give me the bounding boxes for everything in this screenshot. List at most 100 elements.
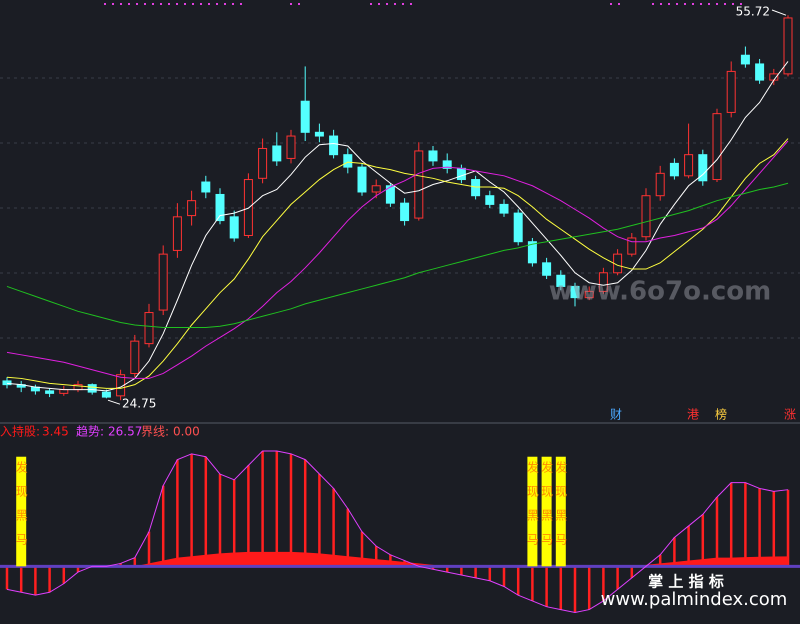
legend-name: 界线: <box>141 425 169 439</box>
candle-body <box>471 179 481 197</box>
dot <box>402 3 404 5</box>
candle-body <box>385 185 395 204</box>
dot <box>136 3 138 5</box>
ma-line <box>6 61 789 392</box>
dot <box>152 3 154 5</box>
signal-label: 发现黑马 <box>554 459 568 556</box>
dot <box>708 3 710 5</box>
watermark: www.6o7o.com <box>549 277 771 307</box>
dot <box>700 3 702 5</box>
dot <box>724 3 726 5</box>
candle-body <box>499 203 509 214</box>
candle-body <box>712 113 722 181</box>
candle-body <box>542 262 552 276</box>
candle-body <box>627 237 637 255</box>
tag: 港 <box>687 408 699 422</box>
candle-body <box>556 274 566 287</box>
candle-body <box>414 150 424 219</box>
dot <box>290 3 292 5</box>
dot <box>200 3 202 5</box>
candle-body <box>201 181 211 193</box>
candle-body <box>172 216 182 251</box>
candle-body <box>59 389 69 394</box>
candle-body <box>442 160 452 169</box>
candle-body <box>130 340 140 374</box>
trend-line <box>6 450 789 613</box>
dot <box>120 3 122 5</box>
legend-value: 3.45 <box>42 425 69 439</box>
low-arrow <box>107 399 121 405</box>
dot <box>192 3 194 5</box>
high-arrow <box>771 9 787 16</box>
candle-body <box>272 145 282 162</box>
signal-label: 发现黑马 <box>525 459 539 556</box>
dot <box>740 3 742 5</box>
ma-line <box>6 140 789 379</box>
dot <box>732 3 734 5</box>
tag: 财 <box>610 408 622 422</box>
dot <box>240 3 242 5</box>
dot <box>112 3 114 5</box>
signal-label: 发现黑马 <box>540 459 554 556</box>
candle-body <box>329 135 339 156</box>
high-label: 55.72 <box>736 5 770 19</box>
tag: 涨 <box>784 407 796 422</box>
candle-body <box>144 312 154 345</box>
legend-value: 26.57 <box>108 425 142 439</box>
dot <box>668 3 670 5</box>
signal-bar <box>16 456 27 567</box>
candle-body <box>45 390 55 394</box>
watermark: 掌 上 指 标 <box>648 573 724 591</box>
dot <box>394 3 396 5</box>
candle-body <box>101 391 111 398</box>
dot <box>660 3 662 5</box>
candle-body <box>655 172 665 197</box>
low-label: 24.75 <box>122 397 156 411</box>
dot <box>370 3 372 5</box>
dot <box>128 3 130 5</box>
candle-body <box>158 253 168 311</box>
dot <box>410 3 412 5</box>
dot <box>716 3 718 5</box>
dot <box>378 3 380 5</box>
candle-body <box>116 374 126 397</box>
dot <box>652 3 654 5</box>
candle-body <box>187 200 197 217</box>
candle-body <box>314 131 324 137</box>
candle-body <box>755 63 765 81</box>
dot <box>176 3 178 5</box>
candle-body <box>229 216 239 239</box>
candle-body <box>2 380 12 386</box>
signal-bar <box>541 456 552 567</box>
candle-body <box>371 185 381 193</box>
candle-body <box>527 241 537 264</box>
candle-body <box>513 212 523 243</box>
candle-body <box>485 195 495 205</box>
candle-body <box>570 285 580 299</box>
dot <box>216 3 218 5</box>
candle-body <box>456 167 466 181</box>
dot <box>104 3 106 5</box>
candle-body <box>343 154 353 168</box>
candle-body <box>400 202 410 222</box>
watermark: www.palmindex.com <box>601 589 788 610</box>
tag: 榜 <box>715 407 727 422</box>
signal-label: 发现黑马 <box>14 459 28 556</box>
dot <box>144 3 146 5</box>
candle-body <box>428 150 438 162</box>
candle-body <box>684 154 694 177</box>
candle-body <box>215 193 225 222</box>
dot <box>692 3 694 5</box>
candle-body <box>87 384 97 393</box>
signal-bar <box>527 456 538 567</box>
candle-body <box>584 290 594 299</box>
candle-body <box>740 54 750 65</box>
ma-line <box>6 182 789 328</box>
signal-bar <box>555 456 566 567</box>
candle-body <box>357 166 367 193</box>
candle-body <box>598 272 608 292</box>
candle-body <box>698 154 708 182</box>
legend-value: 0.00 <box>173 425 200 439</box>
